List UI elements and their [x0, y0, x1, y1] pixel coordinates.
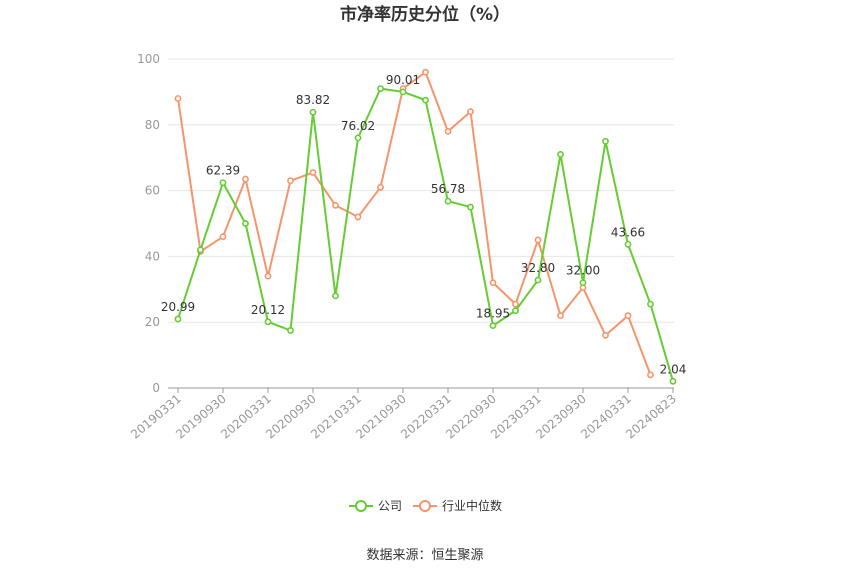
industry-median-point	[354, 213, 362, 221]
y-tick-label: 100	[137, 52, 160, 66]
y-tick-label: 40	[145, 249, 160, 263]
industry-median-point	[647, 371, 654, 379]
source-note: 数据来源：恒生聚源	[366, 548, 483, 563]
industry-median-point	[602, 331, 609, 339]
industry-median-point	[444, 127, 452, 135]
company-point	[219, 179, 227, 187]
series-layer	[174, 68, 677, 385]
data-label: 32.00	[566, 264, 600, 278]
industry-median-point	[377, 183, 384, 191]
company-point	[332, 292, 339, 300]
company-point	[579, 279, 587, 287]
company-point	[534, 276, 542, 284]
company-point	[399, 88, 407, 96]
company-point	[444, 197, 452, 205]
legend-item-company[interactable]: 公司	[349, 499, 402, 513]
x-tick-label: 20240823	[623, 392, 679, 442]
legend-marker	[355, 500, 367, 512]
industry-median-point	[219, 233, 227, 241]
company-point	[647, 300, 654, 308]
chart-title: 市净率历史分位（%）	[340, 4, 510, 25]
industry-median-point	[534, 236, 542, 244]
data-label: 32.80	[521, 261, 555, 275]
industry-median-line	[177, 71, 652, 376]
company-point	[264, 318, 272, 326]
industry-median-point	[489, 279, 497, 287]
data-label: 43.66	[611, 225, 645, 239]
company-point	[422, 96, 429, 104]
legend-label: 行业中位数	[442, 498, 502, 513]
company-point	[377, 85, 384, 93]
company-point	[197, 246, 204, 254]
industry-median-point	[624, 312, 632, 320]
data-label: 20.99	[161, 300, 195, 314]
legend-marker	[419, 500, 431, 512]
company-point	[242, 220, 249, 227]
data-label: 2.04	[660, 362, 687, 376]
data-label: 56.78	[431, 182, 465, 196]
company-point	[669, 377, 677, 385]
industry-median-point	[557, 312, 564, 320]
company-point	[624, 240, 632, 248]
industry-median-point	[287, 177, 294, 185]
company-point	[489, 322, 497, 330]
y-tick-label: 20	[145, 315, 160, 329]
company-point	[602, 137, 609, 145]
axis-layer: 0204060801002019033120190930202003312020…	[128, 52, 679, 442]
company-point	[557, 151, 564, 158]
industry-median-point	[242, 175, 249, 183]
data-label: 62.39	[206, 164, 240, 178]
legend[interactable]: 公司 行业中位数	[349, 498, 502, 513]
industry-median-point	[264, 272, 272, 280]
industry-median-point	[309, 169, 317, 176]
company-point	[467, 203, 474, 211]
data-label: 76.02	[341, 119, 375, 133]
company-point	[512, 307, 519, 315]
data-label: 20.12	[251, 303, 285, 317]
y-tick-label: 0	[152, 381, 160, 395]
legend-label: 公司	[378, 499, 402, 513]
y-tick-label: 80	[145, 118, 160, 132]
industry-median-point	[512, 300, 519, 308]
industry-median-point	[174, 95, 182, 102]
company-point	[354, 134, 362, 142]
industry-median-point	[332, 202, 339, 209]
data-label-layer: 20.99 62.39 20.12 83.82 76.02 90.01 56.78 18.95…	[161, 73, 687, 376]
data-label: 18.95	[476, 307, 510, 321]
company-point	[287, 327, 294, 334]
y-tick-label: 60	[145, 184, 160, 198]
company-point	[309, 108, 317, 116]
data-label: 90.01	[386, 73, 420, 87]
company-line	[177, 87, 674, 382]
company-point	[174, 315, 182, 323]
industry-median-point	[467, 108, 474, 116]
legend-item-industry-median[interactable]: 行业中位数	[413, 498, 502, 513]
industry-median-point	[422, 68, 429, 76]
data-label: 83.82	[296, 93, 330, 107]
